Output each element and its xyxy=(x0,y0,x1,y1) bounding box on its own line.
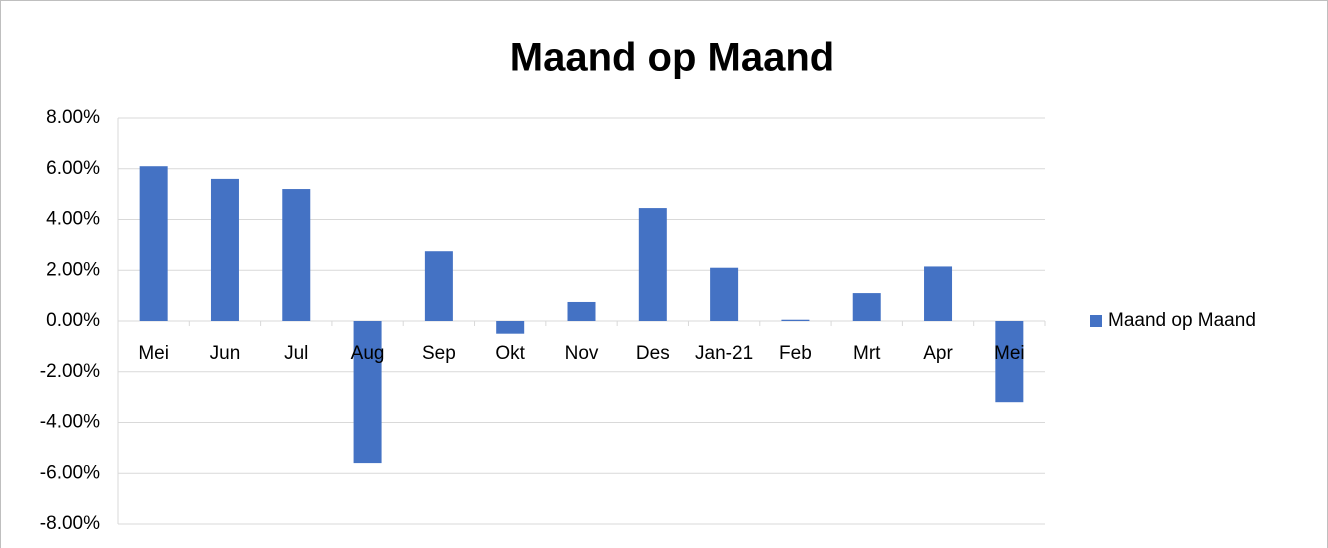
bar xyxy=(924,266,953,321)
x-tick-label: Des xyxy=(636,343,670,364)
y-tick-label: 2.00% xyxy=(46,259,100,280)
chart-title: Maand op Maand xyxy=(510,36,834,80)
bar xyxy=(781,319,810,321)
y-tick-label: 4.00% xyxy=(46,209,100,230)
x-tick-label: Jan-21 xyxy=(695,343,753,364)
y-tick-label: -6.00% xyxy=(40,462,100,483)
y-tick-label: -8.00% xyxy=(40,513,100,534)
bar xyxy=(638,208,667,321)
bar xyxy=(710,267,739,321)
x-tick-label: Jun xyxy=(210,343,241,364)
legend-swatch xyxy=(1090,315,1102,327)
legend-label: Maand op Maand xyxy=(1108,310,1256,331)
bar xyxy=(567,301,596,321)
x-tick-label: Jul xyxy=(284,343,308,364)
bar xyxy=(995,321,1024,403)
y-tick-label: -4.00% xyxy=(40,412,100,433)
x-tick-label: Mei xyxy=(138,343,169,364)
bar xyxy=(210,178,239,321)
x-tick-label: Apr xyxy=(923,343,953,364)
y-tick-label: 0.00% xyxy=(46,310,100,331)
bar xyxy=(424,251,453,321)
y-tick-label: 8.00% xyxy=(46,107,100,128)
bar xyxy=(282,189,311,321)
y-tick-label: 6.00% xyxy=(46,158,100,179)
x-tick-label: Nov xyxy=(565,343,599,364)
x-tick-label: Mei xyxy=(994,343,1025,364)
bar xyxy=(496,321,525,334)
bar xyxy=(139,166,168,321)
x-tick-label: Okt xyxy=(495,343,525,364)
bar xyxy=(852,293,881,321)
bar xyxy=(353,321,382,464)
y-tick-label: -2.00% xyxy=(40,361,100,382)
x-tick-label: Aug xyxy=(351,343,385,364)
x-tick-label: Feb xyxy=(779,343,812,364)
x-tick-label: Mrt xyxy=(853,343,881,364)
x-tick-label: Sep xyxy=(422,343,456,364)
